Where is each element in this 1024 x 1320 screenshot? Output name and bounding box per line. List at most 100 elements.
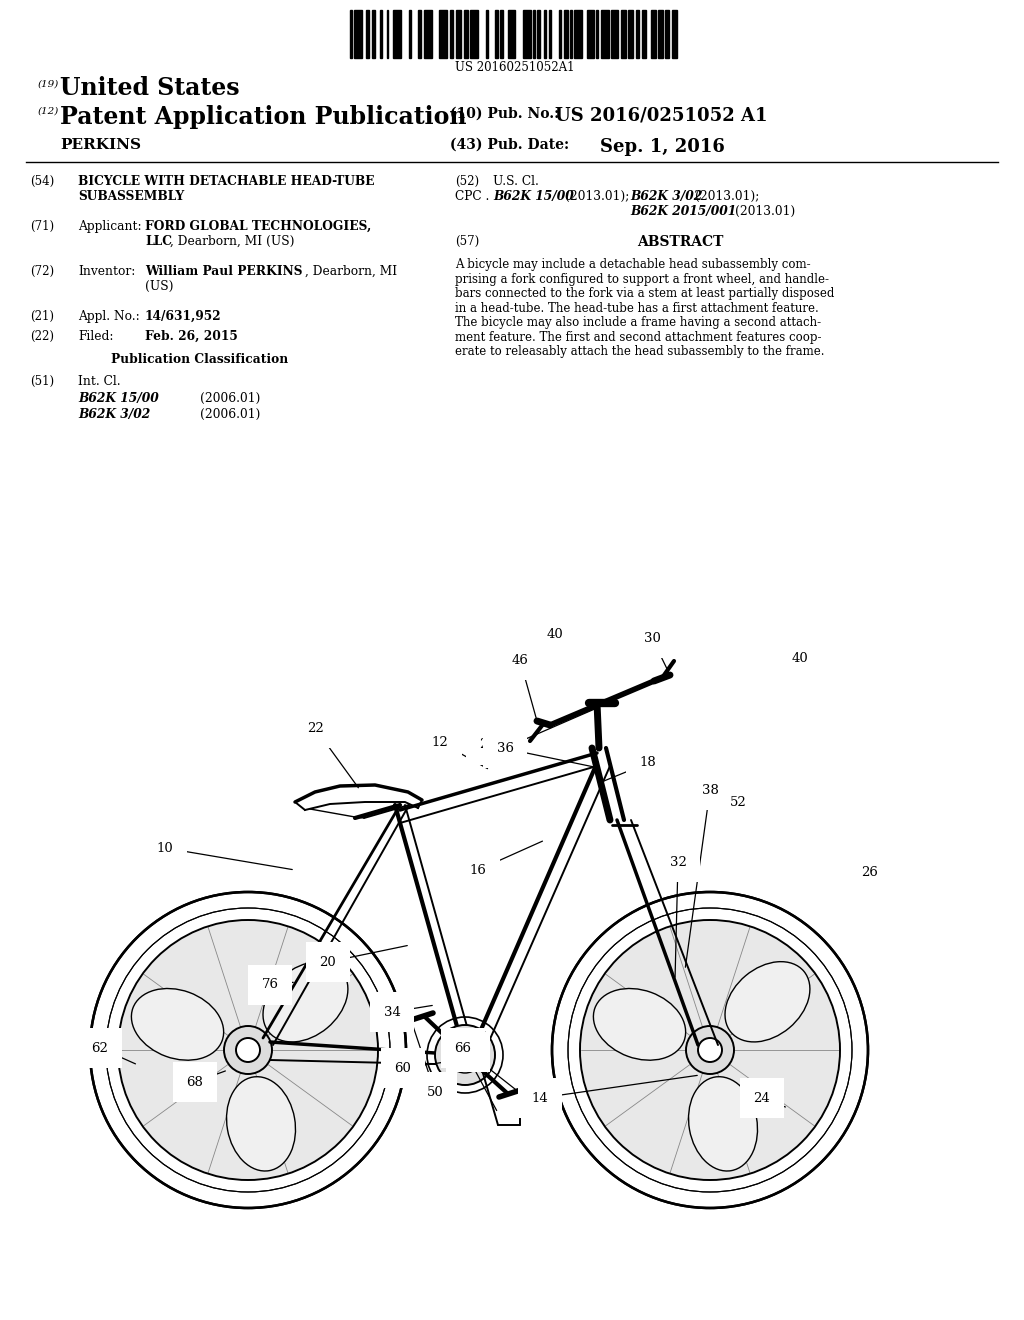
Text: (2013.01);: (2013.01); <box>695 190 760 203</box>
Text: , Dearborn, MI: , Dearborn, MI <box>305 265 397 279</box>
Text: The bicycle may also include a frame having a second attach-: The bicycle may also include a frame hav… <box>455 315 821 329</box>
Bar <box>651 11 656 58</box>
Text: Applicant:: Applicant: <box>78 220 141 234</box>
Circle shape <box>236 1038 260 1063</box>
Bar <box>570 11 572 58</box>
Bar <box>470 11 478 58</box>
Text: (57): (57) <box>455 235 479 248</box>
Bar <box>419 11 421 58</box>
Bar <box>456 11 461 58</box>
Bar <box>464 11 468 58</box>
Text: 48: 48 <box>460 1045 476 1059</box>
Text: 66: 66 <box>455 1041 471 1055</box>
Bar <box>657 11 663 58</box>
Text: 40: 40 <box>547 628 563 642</box>
Text: Feb. 26, 2015: Feb. 26, 2015 <box>145 330 238 343</box>
Text: B62K 3/02: B62K 3/02 <box>630 190 702 203</box>
Text: William Paul PERKINS: William Paul PERKINS <box>145 265 302 279</box>
Ellipse shape <box>226 1077 296 1171</box>
Bar <box>574 11 582 58</box>
Bar <box>537 11 540 58</box>
Text: US 2016/0251052 A1: US 2016/0251052 A1 <box>555 107 768 125</box>
Text: 22: 22 <box>306 722 324 734</box>
Bar <box>628 11 633 58</box>
Text: CPC .: CPC . <box>455 190 494 203</box>
Text: (22): (22) <box>30 330 54 343</box>
Text: 18: 18 <box>640 756 656 770</box>
Text: Appl. No.:: Appl. No.: <box>78 310 139 323</box>
Text: 26: 26 <box>861 866 879 879</box>
Text: (2013.01): (2013.01) <box>735 205 796 218</box>
Text: B62K 3/02: B62K 3/02 <box>78 408 151 421</box>
Text: in a head-tube. The head-tube has a first attachment feature.: in a head-tube. The head-tube has a firs… <box>455 301 819 314</box>
Text: 14/631,952: 14/631,952 <box>145 310 221 323</box>
Text: (US): (US) <box>145 280 173 293</box>
Circle shape <box>686 1026 734 1074</box>
Text: United States: United States <box>60 77 240 100</box>
Text: Publication Classification: Publication Classification <box>112 352 289 366</box>
Text: 10: 10 <box>157 842 173 854</box>
Bar <box>380 11 382 58</box>
Bar <box>601 11 609 58</box>
Bar <box>610 11 618 58</box>
Text: 76: 76 <box>261 978 279 991</box>
Text: 32: 32 <box>670 855 686 869</box>
Text: 14: 14 <box>531 1092 549 1105</box>
Ellipse shape <box>131 989 223 1060</box>
Text: (2006.01): (2006.01) <box>200 408 260 421</box>
Ellipse shape <box>593 989 686 1060</box>
Bar <box>559 11 561 58</box>
Text: 40: 40 <box>792 652 808 664</box>
Text: (21): (21) <box>30 310 54 323</box>
Text: (10) Pub. No.:: (10) Pub. No.: <box>450 107 559 121</box>
Bar <box>393 11 401 58</box>
Text: 50: 50 <box>427 1085 443 1098</box>
Text: 16: 16 <box>470 863 486 876</box>
Text: (2006.01): (2006.01) <box>200 392 260 405</box>
Bar <box>350 11 352 58</box>
Bar <box>622 11 626 58</box>
Bar <box>496 11 498 58</box>
Text: 24: 24 <box>754 1092 770 1105</box>
Text: 38: 38 <box>701 784 719 796</box>
Bar <box>636 11 639 58</box>
Ellipse shape <box>263 962 348 1041</box>
Text: Inventor:: Inventor: <box>78 265 135 279</box>
Text: (54): (54) <box>30 176 54 187</box>
Text: B62K 15/00: B62K 15/00 <box>78 392 159 405</box>
Text: BICYCLE WITH DETACHABLE HEAD-TUBE: BICYCLE WITH DETACHABLE HEAD-TUBE <box>78 176 375 187</box>
Text: 60: 60 <box>394 1061 412 1074</box>
Text: 36: 36 <box>497 742 513 755</box>
Bar <box>673 11 677 58</box>
Bar <box>532 11 535 58</box>
Ellipse shape <box>688 1077 758 1171</box>
Bar <box>665 11 670 58</box>
Bar <box>354 11 361 58</box>
Bar <box>587 11 594 58</box>
Bar <box>545 11 546 58</box>
Text: B62K 2015/001: B62K 2015/001 <box>630 205 736 218</box>
Circle shape <box>119 921 377 1179</box>
Bar <box>451 11 453 58</box>
Text: PERKINS: PERKINS <box>60 139 141 152</box>
Text: (71): (71) <box>30 220 54 234</box>
Text: Filed:: Filed: <box>78 330 114 343</box>
Text: 20: 20 <box>319 956 336 969</box>
Bar <box>372 11 375 58</box>
Bar <box>523 11 530 58</box>
Text: (51): (51) <box>30 375 54 388</box>
Text: (19): (19) <box>38 81 59 88</box>
Text: US 20160251052A1: US 20160251052A1 <box>456 61 574 74</box>
Text: U.S. Cl.: U.S. Cl. <box>493 176 539 187</box>
Bar <box>508 11 515 58</box>
Text: , Dearborn, MI (US): , Dearborn, MI (US) <box>170 235 295 248</box>
Text: B62K 15/00: B62K 15/00 <box>493 190 573 203</box>
Text: ment feature. The first and second attachment features coop-: ment feature. The first and second attac… <box>455 330 821 343</box>
Text: 68: 68 <box>186 1076 204 1089</box>
Circle shape <box>435 1026 495 1085</box>
Bar <box>500 11 503 58</box>
Text: prising a fork configured to support a front wheel, and handle-: prising a fork configured to support a f… <box>455 272 829 285</box>
Text: (2013.01);: (2013.01); <box>565 190 630 203</box>
Text: FORD GLOBAL TECHNOLOGIES,: FORD GLOBAL TECHNOLOGIES, <box>145 220 372 234</box>
Bar <box>549 11 551 58</box>
